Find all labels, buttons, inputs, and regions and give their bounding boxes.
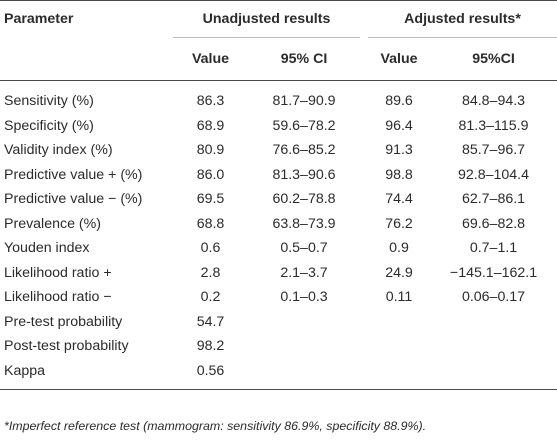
table-row: Youden index 0.6 0.5–0.7 0.9 0.7–1.1 [0, 236, 557, 261]
row-spacer [360, 114, 368, 139]
header-row-groups: Parameter Unadjusted results Adjusted re… [0, 0, 557, 81]
row-value-unadjusted: 68.8 [196, 215, 225, 232]
row-ci-unadjusted: 63.8–73.9 [272, 215, 336, 232]
row-value-adjusted [368, 310, 430, 335]
table-body: Sensitivity (%) 86.3 81.7–90.9 89.6 84.8… [0, 81, 557, 390]
table-row: Prevalence (%) 68.8 63.8–73.9 76.2 69.6–… [0, 212, 557, 237]
row-ci-unadjusted: 76.6–85.2 [272, 142, 336, 159]
row-value-adjusted: 89.6 [385, 93, 413, 110]
row-value-unadjusted: 2.8 [200, 264, 221, 281]
row-spacer [360, 81, 368, 114]
row-parameter: Validity index (%) [4, 142, 113, 159]
row-parameter: Specificity (%) [4, 117, 94, 134]
row-value-adjusted [368, 358, 430, 390]
row-spacer [360, 163, 368, 188]
row-value-unadjusted: 0.56 [173, 358, 248, 390]
row-value-unadjusted: 86.3 [196, 93, 225, 110]
row-parameter: Kappa [0, 358, 173, 390]
row-parameter: Likelihood ratio − [4, 289, 112, 306]
row-value-unadjusted: 68.9 [196, 117, 225, 134]
row-value-adjusted: 91.3 [385, 142, 413, 159]
row-parameter: Sensitivity (%) [4, 93, 94, 110]
table-row: Likelihood ratio − 0.2 0.1–0.3 0.11 0.06… [0, 285, 557, 310]
row-spacer [360, 358, 368, 390]
row-value-adjusted [368, 334, 430, 359]
table-row: Sensitivity (%) 86.3 81.7–90.9 89.6 84.8… [0, 81, 557, 114]
row-ci-unadjusted [248, 334, 360, 359]
row-ci-unadjusted [248, 358, 360, 390]
row-value-unadjusted: 98.2 [196, 338, 225, 355]
row-spacer [360, 236, 368, 261]
table-row: Likelihood ratio + 2.8 2.1–3.7 24.9 −145… [0, 261, 557, 286]
row-parameter: Predictive value − (%) [4, 191, 143, 208]
header-ci-adjusted: 95%CI [430, 37, 557, 81]
header-spacer [360, 37, 368, 81]
header-value-unadjusted: Value [173, 37, 248, 81]
row-ci-adjusted: 92.8–104.4 [457, 166, 529, 183]
results-table: Parameter Unadjusted results Adjusted re… [0, 0, 557, 390]
row-parameter: Prevalence (%) [4, 215, 101, 232]
header-unadjusted-results: Unadjusted results [173, 0, 360, 38]
row-ci-adjusted [430, 334, 557, 359]
table-row: Pre-test probability 54.7 [0, 310, 557, 335]
row-value-adjusted: 76.2 [385, 215, 413, 232]
table-row: Post-test probability 98.2 [0, 334, 557, 359]
row-parameter: Youden index [4, 240, 90, 257]
table-row: Predictive value − (%) 69.5 60.2–78.8 74… [0, 187, 557, 212]
row-ci-adjusted: 0.7–1.1 [469, 240, 518, 257]
row-value-adjusted: 98.8 [385, 166, 413, 183]
header-parameter: Parameter [0, 0, 173, 81]
header-row-columns: Value 95% CI Value 95%CI [0, 37, 557, 81]
row-parameter: Predictive value + (%) [4, 166, 143, 183]
row-ci-unadjusted [248, 310, 360, 335]
row-spacer [360, 187, 368, 212]
row-parameter: Likelihood ratio + [4, 264, 112, 281]
table-row: Predictive value + (%) 86.0 81.3–90.6 98… [0, 163, 557, 188]
row-value-adjusted: 0.9 [389, 240, 409, 257]
row-ci-adjusted [430, 358, 557, 390]
row-spacer [360, 212, 368, 237]
row-spacer [360, 310, 368, 335]
row-spacer [360, 138, 368, 163]
row-value-adjusted: 24.9 [385, 264, 413, 281]
row-ci-adjusted: 62.7–86.1 [461, 191, 526, 208]
row-ci-unadjusted: 2.1–3.7 [280, 264, 328, 281]
row-ci-adjusted: 84.8–94.3 [461, 93, 526, 110]
row-value-adjusted: 96.4 [385, 117, 413, 134]
row-value-unadjusted: 0.2 [200, 289, 221, 306]
row-ci-adjusted: 69.6–82.8 [461, 215, 526, 232]
row-spacer [360, 285, 368, 310]
table-row: Validity index (%) 80.9 76.6–85.2 91.3 8… [0, 138, 557, 163]
row-value-adjusted: 74.4 [385, 191, 413, 208]
header-ci-unadjusted: 95% CI [248, 37, 360, 81]
row-parameter: Pre-test probability [4, 313, 123, 330]
row-ci-unadjusted: 0.1–0.3 [280, 289, 328, 306]
row-value-unadjusted: 0.6 [200, 240, 221, 257]
row-ci-adjusted: 81.3–115.9 [458, 117, 529, 134]
row-ci-unadjusted: 81.3–90.6 [272, 166, 336, 183]
row-ci-unadjusted: 59.6–78.2 [272, 117, 336, 134]
row-value-unadjusted: 80.9 [196, 142, 225, 159]
row-ci-adjusted: 0.06–0.17 [461, 289, 526, 306]
table-footnote: *Imperfect reference test (mammogram: se… [4, 419, 427, 433]
header-spacer [360, 0, 368, 38]
row-ci-unadjusted: 60.2–78.8 [272, 191, 336, 208]
row-value-adjusted: 0.11 [385, 289, 413, 306]
row-value-unadjusted: 69.5 [196, 191, 225, 208]
row-ci-unadjusted: 0.5–0.7 [280, 240, 328, 257]
row-parameter: Post-test probability [4, 338, 129, 355]
row-ci-adjusted [430, 310, 557, 335]
row-value-unadjusted: 54.7 [196, 313, 225, 330]
table-row: Specificity (%) 68.9 59.6–78.2 96.4 81.3… [0, 114, 557, 139]
header-value-adjusted: Value [368, 37, 430, 81]
row-value-unadjusted: 86.0 [196, 166, 225, 183]
row-spacer [360, 261, 368, 286]
table-row: Kappa 0.56 [0, 358, 557, 390]
row-ci-adjusted: −145.1–162.1 [449, 264, 538, 281]
row-ci-unadjusted: 81.7–90.9 [272, 93, 336, 110]
row-ci-adjusted: 85.7–96.7 [461, 142, 526, 159]
row-spacer [360, 334, 368, 359]
header-adjusted-results: Adjusted results* [368, 0, 557, 38]
